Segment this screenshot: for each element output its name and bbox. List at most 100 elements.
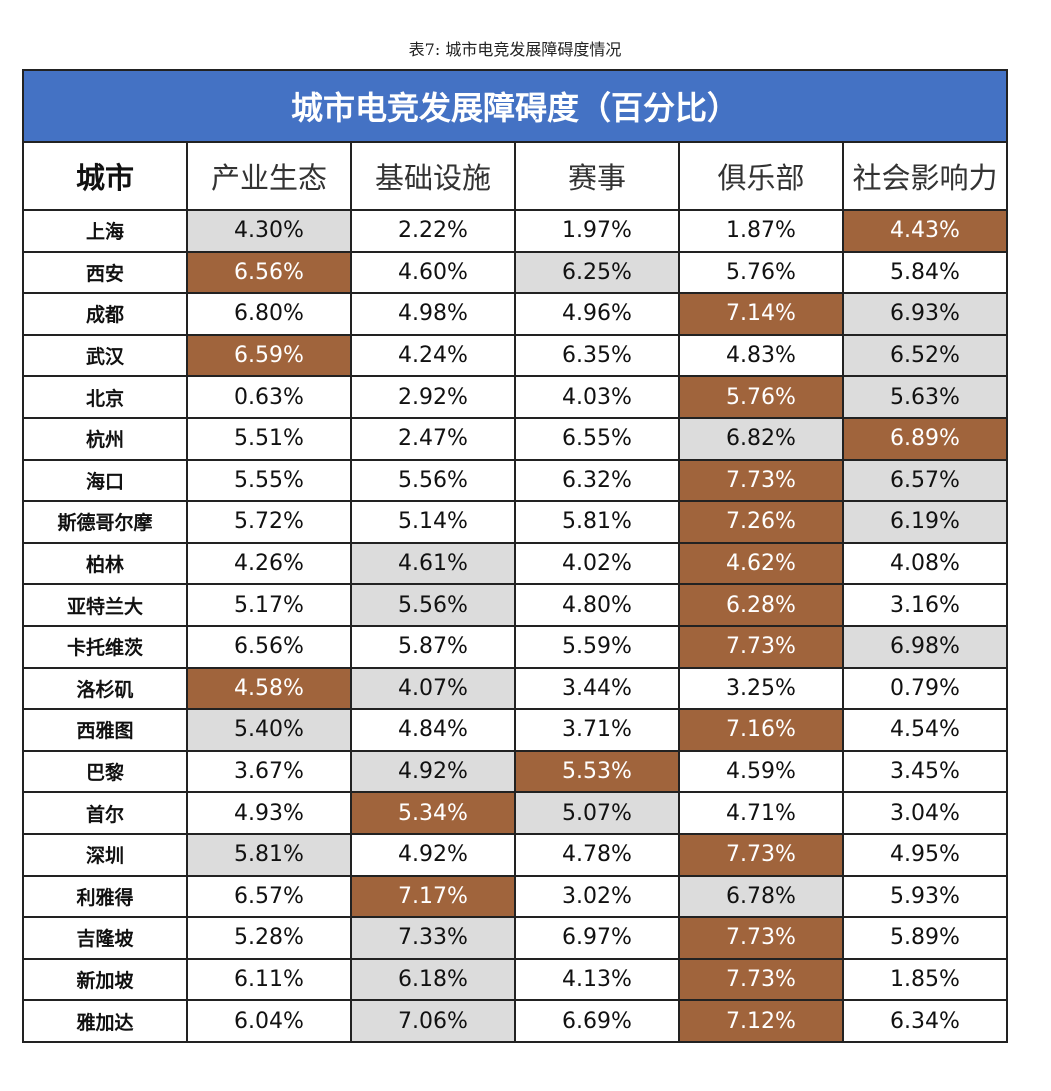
value-cell: 7.16% [678,708,844,752]
value-cell: 4.61% [350,541,516,586]
value-cell: 5.51% [186,416,352,461]
city-cell: 柏林 [22,541,188,586]
value-cell: 5.72% [186,500,352,544]
row: 深圳 5.81% 4.92% 4.78% 7.73% 4.95% [22,832,1008,877]
city-cell: 西雅图 [22,708,188,752]
row: 杭州 5.51% 2.47% 6.55% 6.82% 6.89% [22,416,1008,461]
city-cell: 成都 [22,292,188,336]
value-cell: 6.69% [514,999,680,1043]
value-cell: 5.76% [678,375,844,419]
value-cell: 5.53% [514,749,680,794]
value-cell: 6.19% [842,500,1008,544]
value-cell: 2.22% [350,209,516,253]
value-cell: 3.67% [186,749,352,794]
value-cell: 5.63% [842,375,1008,419]
row: 亚特兰大 5.17% 5.56% 4.80% 6.28% 3.16% [22,583,1008,627]
value-cell: 7.06% [350,999,516,1043]
row: 成都 6.80% 4.98% 4.96% 7.14% 6.93% [22,292,1008,336]
value-cell: 7.17% [350,874,516,919]
city-cell: 西安 [22,250,188,295]
value-cell: 4.96% [514,292,680,336]
value-cell: 0.79% [842,666,1008,711]
value-cell: 2.92% [350,375,516,419]
value-cell: 3.16% [842,583,1008,627]
value-cell: 5.89% [842,916,1008,960]
value-cell: 5.81% [514,500,680,544]
value-cell: 6.11% [186,957,352,1002]
value-cell: 5.56% [350,458,516,503]
value-cell: 6.32% [514,458,680,503]
value-cell: 7.73% [678,916,844,960]
value-cell: 5.81% [186,832,352,877]
column-header: 赛事 [514,141,680,211]
value-cell: 6.89% [842,416,1008,461]
value-cell: 7.73% [678,458,844,503]
row: 利雅得 6.57% 7.17% 3.02% 6.78% 5.93% [22,874,1008,919]
city-cell: 洛杉矶 [22,666,188,711]
city-cell: 首尔 [22,791,188,835]
city-cell: 武汉 [22,333,188,378]
value-cell: 5.84% [842,250,1008,295]
row: 西安 6.56% 4.60% 6.25% 5.76% 5.84% [22,250,1008,295]
value-cell: 5.55% [186,458,352,503]
row: 首尔 4.93% 5.34% 5.07% 4.71% 3.04% [22,791,1008,835]
column-header: 基础设施 [350,141,516,211]
city-cell: 新加坡 [22,957,188,1002]
value-cell: 5.28% [186,916,352,960]
city-cell: 北京 [22,375,188,419]
value-cell: 6.82% [678,416,844,461]
value-cell: 5.17% [186,583,352,627]
value-cell: 3.44% [514,666,680,711]
city-cell: 卡托维茨 [22,624,188,669]
value-cell: 7.33% [350,916,516,960]
value-cell: 7.73% [678,832,844,877]
value-cell: 4.54% [842,708,1008,752]
value-cell: 4.62% [678,541,844,586]
city-cell: 吉隆坡 [22,916,188,960]
value-cell: 5.40% [186,708,352,752]
column-header: 城市 [22,141,188,211]
value-cell: 6.55% [514,416,680,461]
row: 海口 5.55% 5.56% 6.32% 7.73% 6.57% [22,458,1008,503]
column-header: 俱乐部 [678,141,844,211]
value-cell: 6.28% [678,583,844,627]
value-cell: 4.24% [350,333,516,378]
value-cell: 6.80% [186,292,352,336]
row: 新加坡 6.11% 6.18% 4.13% 7.73% 1.85% [22,957,1008,1002]
row: 吉隆坡 5.28% 7.33% 6.97% 7.73% 5.89% [22,916,1008,960]
value-cell: 1.97% [514,209,680,253]
value-cell: 5.14% [350,500,516,544]
value-cell: 4.08% [842,541,1008,586]
value-cell: 3.04% [842,791,1008,835]
value-cell: 3.71% [514,708,680,752]
value-cell: 6.93% [842,292,1008,336]
city-cell: 巴黎 [22,749,188,794]
value-cell: 3.45% [842,749,1008,794]
row: 武汉 6.59% 4.24% 6.35% 4.83% 6.52% [22,333,1008,378]
value-cell: 7.14% [678,292,844,336]
value-cell: 4.58% [186,666,352,711]
city-cell: 海口 [22,458,188,503]
city-cell: 杭州 [22,416,188,461]
value-cell: 4.83% [678,333,844,378]
row: 斯德哥尔摩 5.72% 5.14% 5.81% 7.26% 6.19% [22,500,1008,544]
value-cell: 6.25% [514,250,680,295]
value-cell: 5.87% [350,624,516,669]
city-cell: 深圳 [22,832,188,877]
column-header: 产业生态 [186,141,352,211]
value-cell: 4.93% [186,791,352,835]
value-cell: 6.97% [514,916,680,960]
value-cell: 6.98% [842,624,1008,669]
value-cell: 1.85% [842,957,1008,1002]
value-cell: 2.47% [350,416,516,461]
table: 城市电竞发展障碍度（百分比） 城市 产业生态 基础设施 赛事 俱乐部 社会影响力 上海 4.… [22,69,1008,1043]
value-cell: 5.76% [678,250,844,295]
value-cell: 4.13% [514,957,680,1002]
value-cell: 4.03% [514,375,680,419]
value-cell: 5.07% [514,791,680,835]
value-cell: 6.57% [186,874,352,919]
value-cell: 6.04% [186,999,352,1043]
value-cell: 4.71% [678,791,844,835]
caption: 表7: 城市电竞发展障碍度情况 [408,40,622,59]
value-cell: 7.12% [678,999,844,1043]
